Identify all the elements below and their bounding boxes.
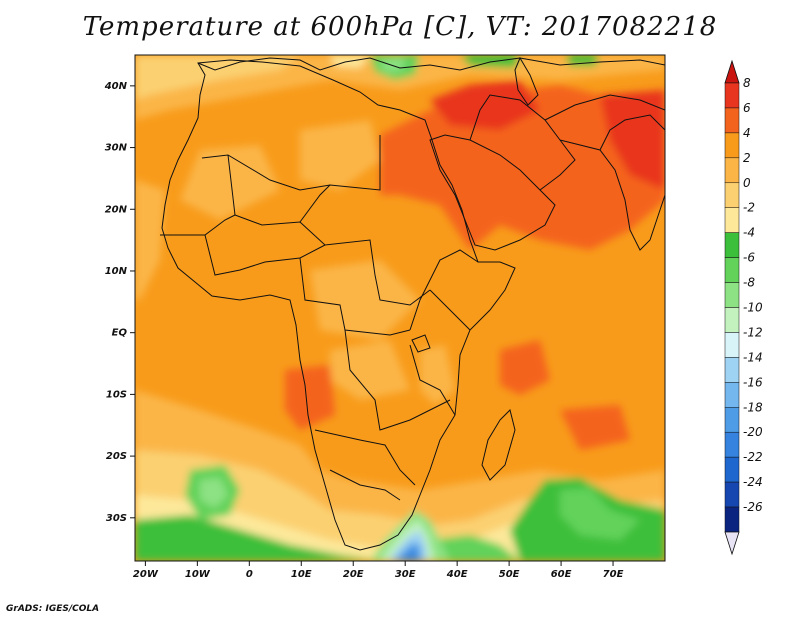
- colorbar-swatch: [724, 456, 740, 483]
- lon-tick-label: 50E: [499, 569, 520, 580]
- longitude-axis: 20W 10W 0 10E 20E 30E 40E 50E 60E 70E: [133, 561, 624, 580]
- coastlines-borders: [160, 56, 665, 551]
- colorbar-label: -6: [743, 251, 755, 265]
- latitude-axis: 40N 30N 20N 10N EQ 10S 20S 30S: [104, 81, 135, 524]
- lat-tick-label: 10N: [105, 266, 128, 277]
- credit-text: GrADS: IGES/COLA: [6, 604, 100, 614]
- colorbar-swatch: [724, 481, 740, 508]
- colorbar-swatch: [724, 357, 740, 383]
- lat-tick-label: 30S: [106, 513, 127, 524]
- colorbar-top-arrow: [724, 59, 740, 84]
- colorbar-swatch: [724, 82, 740, 109]
- colorbar-label: -14: [743, 350, 763, 364]
- colorbar-label: 6: [743, 101, 751, 115]
- colorbar-label: 4: [743, 126, 751, 140]
- colorbar-swatch: [724, 506, 740, 533]
- lon-tick-label: 10W: [185, 569, 211, 580]
- colorbar-label: -2: [743, 201, 755, 215]
- colorbar-swatch: [724, 207, 740, 233]
- colorbar-swatch: [724, 257, 740, 283]
- colorbar-swatch: [724, 182, 740, 208]
- lon-tick-label: 60E: [551, 569, 572, 580]
- lon-tick-label: 10E: [291, 569, 312, 580]
- colorbar-swatch: [724, 232, 740, 258]
- colorbar-swatch: [724, 107, 740, 134]
- lon-tick-label: 70E: [603, 569, 624, 580]
- colorbar-swatch: [724, 282, 740, 308]
- plot-frame: [134, 54, 666, 562]
- lon-tick-label: 0: [246, 569, 253, 580]
- colorbar: 8 6 4 2 0 -2 -4 -6 -8 -10 -12 -14 -16 -18 -20 -22 -24 -26: [724, 59, 763, 556]
- colorbar-swatch: [724, 157, 740, 184]
- lat-tick-label: 30N: [105, 143, 128, 154]
- lon-tick-label: 20W: [133, 569, 159, 580]
- colorbar-label: 2: [743, 151, 751, 165]
- colorbar-label: -20: [743, 425, 763, 439]
- colorbar-swatch: [724, 132, 740, 159]
- colorbar-label: -12: [743, 325, 763, 339]
- lon-tick-label: 40E: [446, 569, 468, 580]
- colorbar-label: -16: [743, 375, 763, 389]
- colorbar-label: 0: [743, 176, 751, 190]
- colorbar-swatch: [724, 332, 740, 358]
- colorbar-swatch: [724, 382, 740, 408]
- colorbar-label: -26: [743, 500, 763, 514]
- lon-tick-label: 30E: [395, 569, 416, 580]
- map-title: Temperature at 600hPa [C], VT: 201708221…: [82, 12, 718, 42]
- lat-tick-label: 40N: [104, 81, 128, 92]
- colorbar-swatch: [724, 407, 740, 433]
- colorbar-label: -10: [743, 301, 763, 315]
- colorbar-label: 8: [743, 76, 751, 90]
- lat-tick-label: 20N: [105, 204, 128, 215]
- lat-tick-label: EQ: [112, 328, 128, 339]
- colorbar-label: -24: [743, 475, 763, 489]
- colorbar-label: -8: [743, 276, 755, 290]
- colorbar-label: -22: [743, 450, 763, 464]
- lat-tick-label: 20S: [106, 451, 127, 462]
- colorbar-label: -4: [743, 226, 755, 240]
- temperature-field: [135, 55, 665, 561]
- colorbar-bottom-arrow: [724, 531, 740, 556]
- lat-tick-label: 10S: [106, 389, 127, 400]
- colorbar-label: -18: [743, 400, 763, 414]
- colorbar-swatch: [724, 307, 740, 333]
- lon-tick-label: 20E: [343, 569, 364, 580]
- colorbar-swatch: [724, 431, 740, 458]
